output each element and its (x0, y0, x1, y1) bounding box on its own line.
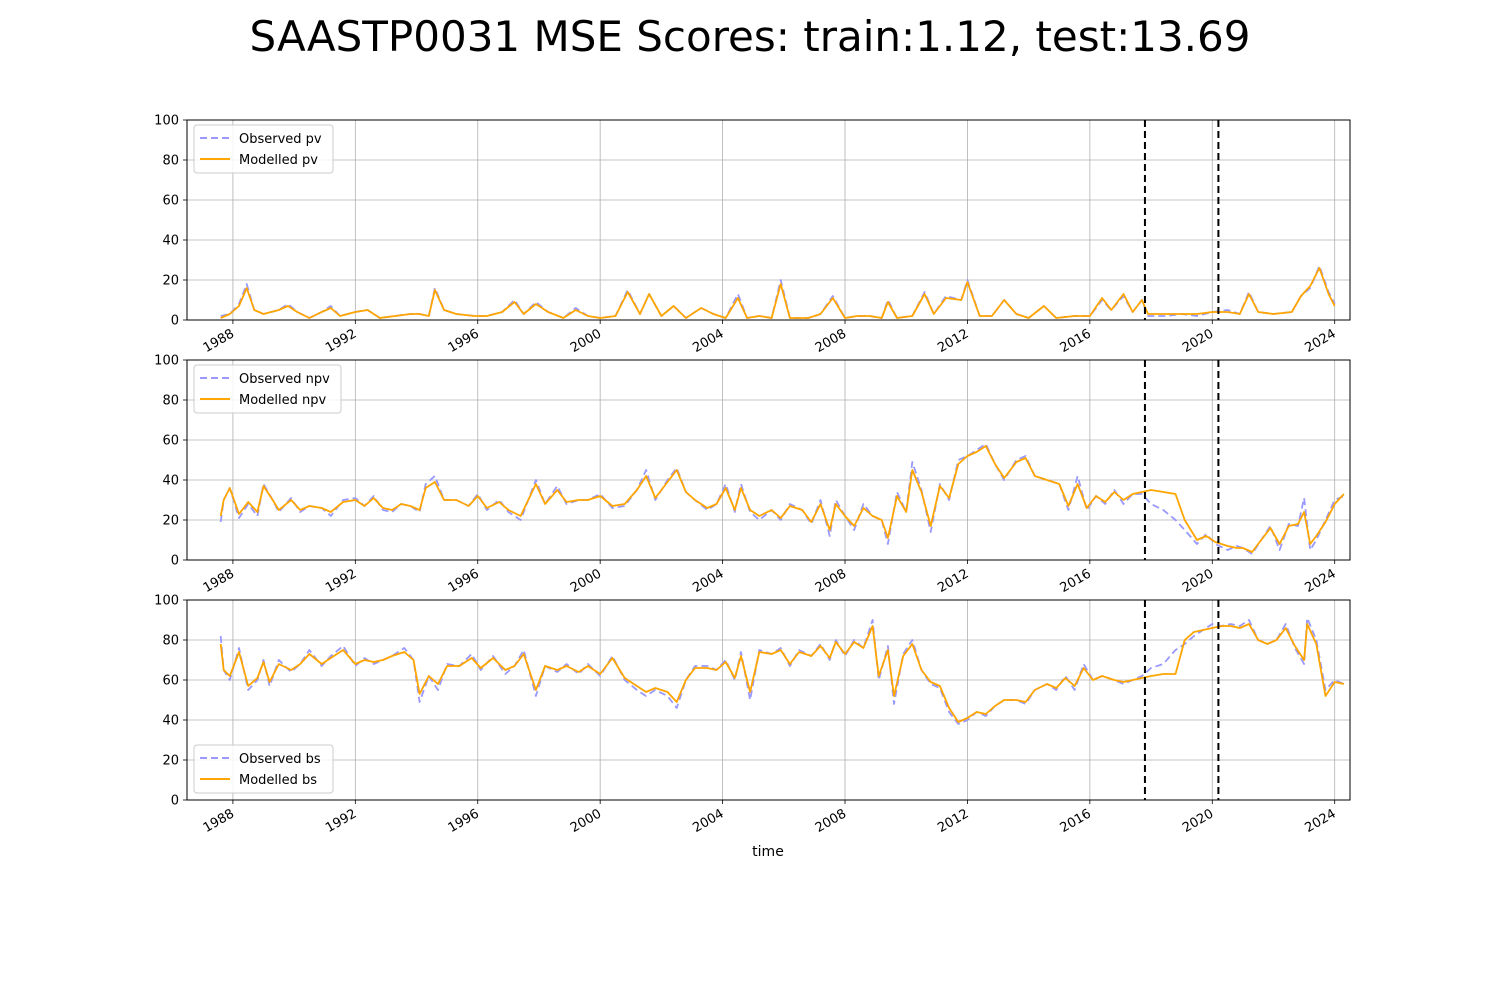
figure-title: SAASTP0031 MSE Scores: train:1.12, test:… (249, 12, 1251, 61)
legend-npv: Observed npv Modelled npv (193, 364, 342, 414)
x-tick-label: 2012 (935, 326, 971, 356)
x-tick-label: 1992 (323, 806, 359, 836)
x-tick-label: 2016 (1058, 566, 1094, 596)
axes-frame (186, 359, 1351, 561)
x-tick-label: 2016 (1058, 806, 1094, 836)
y-tick-label: 40 (162, 234, 179, 249)
y-tick-label: 20 (162, 514, 179, 529)
x-tick-label: 2004 (690, 326, 726, 356)
x-tick-label: 2024 (1303, 806, 1339, 836)
y-tick-label: 80 (162, 394, 179, 409)
legend-label: Modelled bs (239, 773, 317, 788)
x-tick-label: 1996 (446, 806, 482, 836)
x-tick-label: 1988 (201, 326, 237, 356)
legend-bs: Observed bs Modelled bs (193, 744, 334, 794)
series-line-observed-npv (219, 443, 1345, 555)
series-line-modelled-npv (219, 445, 1345, 553)
y-tick-label: 0 (171, 314, 179, 329)
axes-frame (186, 599, 1351, 801)
x-tick-label: 2012 (935, 566, 971, 596)
panel-pv: 0 20 40 60 80 100 1988 1992 1996 2000 2004 2008 2012… (154, 114, 1351, 356)
panel-bs: 0 20 40 60 80 100 1988 1992 1996 2000 2004 2008 2012… (154, 594, 1351, 836)
x-tick-label: 2020 (1180, 326, 1216, 356)
y-tick-label: 100 (154, 354, 179, 369)
x-tick-label: 2008 (813, 326, 849, 356)
series-line-modelled-pv (220, 267, 1336, 319)
x-tick-label: 2012 (935, 806, 971, 836)
series-line-observed-bs (219, 617, 1345, 725)
y-tick-label: 60 (162, 674, 179, 689)
x-tick-label: 2020 (1180, 566, 1216, 596)
x-tick-label: 2024 (1303, 566, 1339, 596)
legend-pv: Observed pv Modelled pv (193, 124, 334, 174)
y-tick-label: 20 (162, 754, 179, 769)
y-tick-label: 0 (171, 794, 179, 809)
x-tick-label: 1996 (446, 566, 482, 596)
y-tick-label: 40 (162, 714, 179, 729)
y-tick-label: 20 (162, 274, 179, 289)
x-tick-label: 1996 (446, 326, 482, 356)
x-tick-label: 2008 (813, 566, 849, 596)
x-tick-label: 2024 (1303, 326, 1339, 356)
x-tick-label: 2004 (690, 806, 726, 836)
y-tick-label: 80 (162, 634, 179, 649)
legend-label: Observed npv (239, 372, 330, 387)
y-tick-label: 60 (162, 434, 179, 449)
y-tick-label: 80 (162, 154, 179, 169)
axes-frame (186, 119, 1351, 321)
x-tick-label: 2000 (568, 326, 604, 356)
x-tick-label: 2008 (813, 806, 849, 836)
legend-box (193, 364, 342, 414)
legend-label: Modelled pv (239, 153, 318, 168)
legend-label: Observed bs (239, 752, 321, 767)
x-tick-label: 1988 (201, 806, 237, 836)
x-tick-label: 2000 (568, 566, 604, 596)
y-tick-label: 0 (171, 554, 179, 569)
y-tick-label: 60 (162, 194, 179, 209)
x-axis-label: time (752, 844, 784, 860)
legend-label: Observed pv (239, 132, 322, 147)
x-tick-label: 1992 (323, 566, 359, 596)
x-tick-label: 2000 (568, 806, 604, 836)
x-tick-label: 1988 (201, 566, 237, 596)
x-tick-label: 2004 (690, 566, 726, 596)
x-tick-label: 2016 (1058, 326, 1094, 356)
x-tick-label: 1992 (323, 326, 359, 356)
y-tick-label: 40 (162, 474, 179, 489)
y-tick-label: 100 (154, 594, 179, 609)
legend-label: Modelled npv (239, 393, 327, 408)
y-tick-label: 100 (154, 114, 179, 129)
x-tick-label: 2020 (1180, 806, 1216, 836)
panel-npv: 0 20 40 60 80 100 1988 1992 1996 2000 2004 2008 2012… (154, 354, 1351, 596)
series-line-modelled-bs (219, 623, 1345, 723)
